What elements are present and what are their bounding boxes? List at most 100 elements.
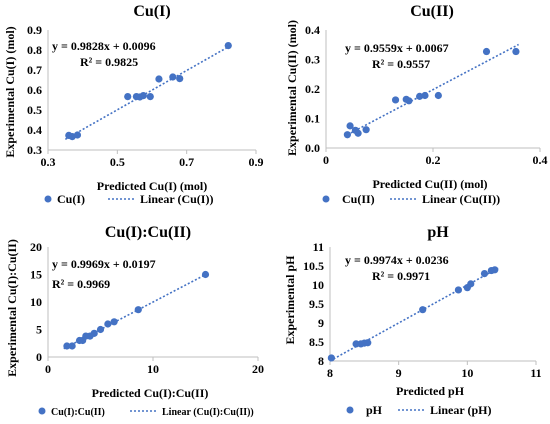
x-axis-label: Predicted Cu(I) (mol): [97, 179, 207, 193]
legend-series-label: Cu(I):Cu(II): [51, 407, 105, 418]
axes: 8 9 10 11 8 8.5 9 9.5 10 10.5 11: [303, 240, 542, 380]
data-point: [491, 266, 499, 274]
legend-trend-label: Linear (Cu(I)): [140, 192, 213, 206]
data-point: [416, 92, 424, 100]
y-tick-label: 15: [30, 268, 42, 282]
y-axis-label: Experimental Cu(II) (mol): [285, 20, 299, 156]
data-point: [169, 73, 177, 81]
x-axis-label: Predicted pH: [396, 384, 465, 398]
data-point: [139, 92, 147, 100]
data-point: [419, 306, 427, 314]
data-point: [73, 131, 82, 139]
trend-equation: y = 0.9969x + 0.0197: [52, 257, 156, 271]
y-tick-label: 10.5: [303, 259, 324, 273]
trend-line: [347, 43, 519, 136]
x-tick-label: 0: [323, 153, 329, 167]
data-point: [327, 354, 335, 362]
data-point: [63, 342, 71, 350]
y-tick-label: 5: [36, 323, 42, 337]
trend-equation: y = 0.9559x + 0.0067: [345, 41, 449, 55]
x-tick-label: 0.4: [533, 153, 548, 167]
data-point: [482, 47, 491, 56]
marks: [343, 43, 520, 139]
data-point: [391, 96, 400, 104]
data-point: [90, 329, 98, 337]
chart-title: Cu(II): [410, 3, 454, 20]
x-tick-label: 0.9: [249, 155, 264, 169]
x-tick-label: 9: [396, 366, 402, 380]
y-tick-label: 0.3: [305, 53, 320, 67]
y-tick-label: 0.0: [305, 141, 320, 155]
data-point: [454, 286, 463, 294]
legend-trend-label: Linear (pH): [430, 403, 491, 417]
y-tick-label: 20: [30, 240, 42, 254]
data-point: [434, 91, 442, 100]
legend-series-label: Cu(II): [342, 192, 375, 206]
y-tick-label: 0.5: [27, 103, 42, 117]
marks: [63, 270, 210, 350]
data-point: [405, 97, 413, 105]
trend-equation: y = 0.9828x + 0.0096: [52, 39, 156, 53]
legend-marker: [346, 406, 354, 414]
data-point: [146, 93, 154, 101]
chart-title: Cu(I):Cu(II): [105, 224, 191, 241]
legend: Cu(II) Linear (Cu(II)): [322, 192, 500, 206]
data-point: [346, 122, 354, 130]
y-tick-label: 0.3: [27, 143, 42, 157]
r-squared: R² = 0.9825: [80, 55, 138, 69]
data-point: [68, 342, 76, 350]
y-axis-label: Experimental Cu(I) (mol): [3, 26, 17, 157]
data-point: [201, 270, 210, 279]
x-tick-label: 10: [147, 362, 159, 376]
axes: 0.3 0.5 0.7 0.9 0.3 0.4 0.5 0.6 0.7 0.8 0.9: [27, 23, 264, 169]
legend: Cu(I):Cu(II) Linear (Cu(I):Cu(II)): [38, 407, 254, 418]
chart-title: Cu(I): [133, 3, 170, 20]
x-tick-label: 0.3: [41, 155, 56, 169]
x-tick-label: 11: [530, 366, 541, 380]
data-point: [134, 306, 142, 314]
y-tick-label: 0.4: [27, 123, 42, 137]
data-point: [421, 91, 429, 100]
panel-cu1: Cu(I) 0.3 0.5 0.7 0.90.30.40.50.60.70.80.9 …: [3, 3, 264, 206]
legend-series-label: Cu(I): [57, 192, 85, 206]
panel-ph: pH 8 9 10 11 8 8.5 9 9.5 10 10.5 11 y = 0.9974x + …: [283, 224, 542, 417]
y-tick-label: 0.4: [305, 23, 320, 37]
y-tick-label: 0: [36, 350, 42, 364]
y-axis-label: Experimental pH: [283, 255, 297, 345]
data-point: [512, 47, 520, 56]
data-point: [480, 270, 489, 278]
y-tick-label: 10: [312, 278, 324, 292]
trend-line: [63, 273, 206, 350]
data-point: [104, 320, 112, 328]
legend-marker: [44, 195, 52, 203]
x-tick-label: 8: [327, 366, 333, 380]
legend-series-label: pH: [366, 403, 383, 417]
r-squared: R² = 0.9969: [52, 277, 110, 291]
r-squared: R² = 0.9971: [372, 269, 430, 283]
legend: pH Linear (pH): [346, 403, 491, 417]
data-point: [224, 42, 232, 50]
data-point: [364, 339, 372, 347]
y-tick-label: 0.2: [305, 82, 320, 96]
x-tick-label: 0: [45, 362, 51, 376]
legend-trend-label: Linear (Cu(I):Cu(II)): [162, 407, 254, 418]
x-tick-label: 0.5: [110, 155, 125, 169]
x-tick-label: 0.7: [179, 155, 194, 169]
y-tick-label: 0.8: [27, 43, 42, 57]
y-tick-label: 10: [30, 295, 42, 309]
data-point: [124, 93, 132, 101]
marks: [64, 42, 233, 141]
axes: 0 10 20 0 5 10 15 20: [30, 240, 264, 376]
y-tick-label: 9: [318, 316, 324, 330]
x-tick-label: 0.2: [426, 153, 441, 167]
data-point: [96, 325, 105, 334]
data-point: [110, 318, 118, 326]
x-tick-label: 20: [252, 362, 264, 376]
y-tick-label: 9.5: [309, 297, 324, 311]
x-tick-label: 10: [461, 366, 473, 380]
x-axis-label: Predicted Cu(II) (mol): [372, 177, 487, 191]
legend-trend-label: Linear (Cu(II)): [422, 192, 500, 206]
legend: Cu(I) Linear (Cu(I)): [44, 192, 213, 206]
data-point: [467, 280, 475, 288]
